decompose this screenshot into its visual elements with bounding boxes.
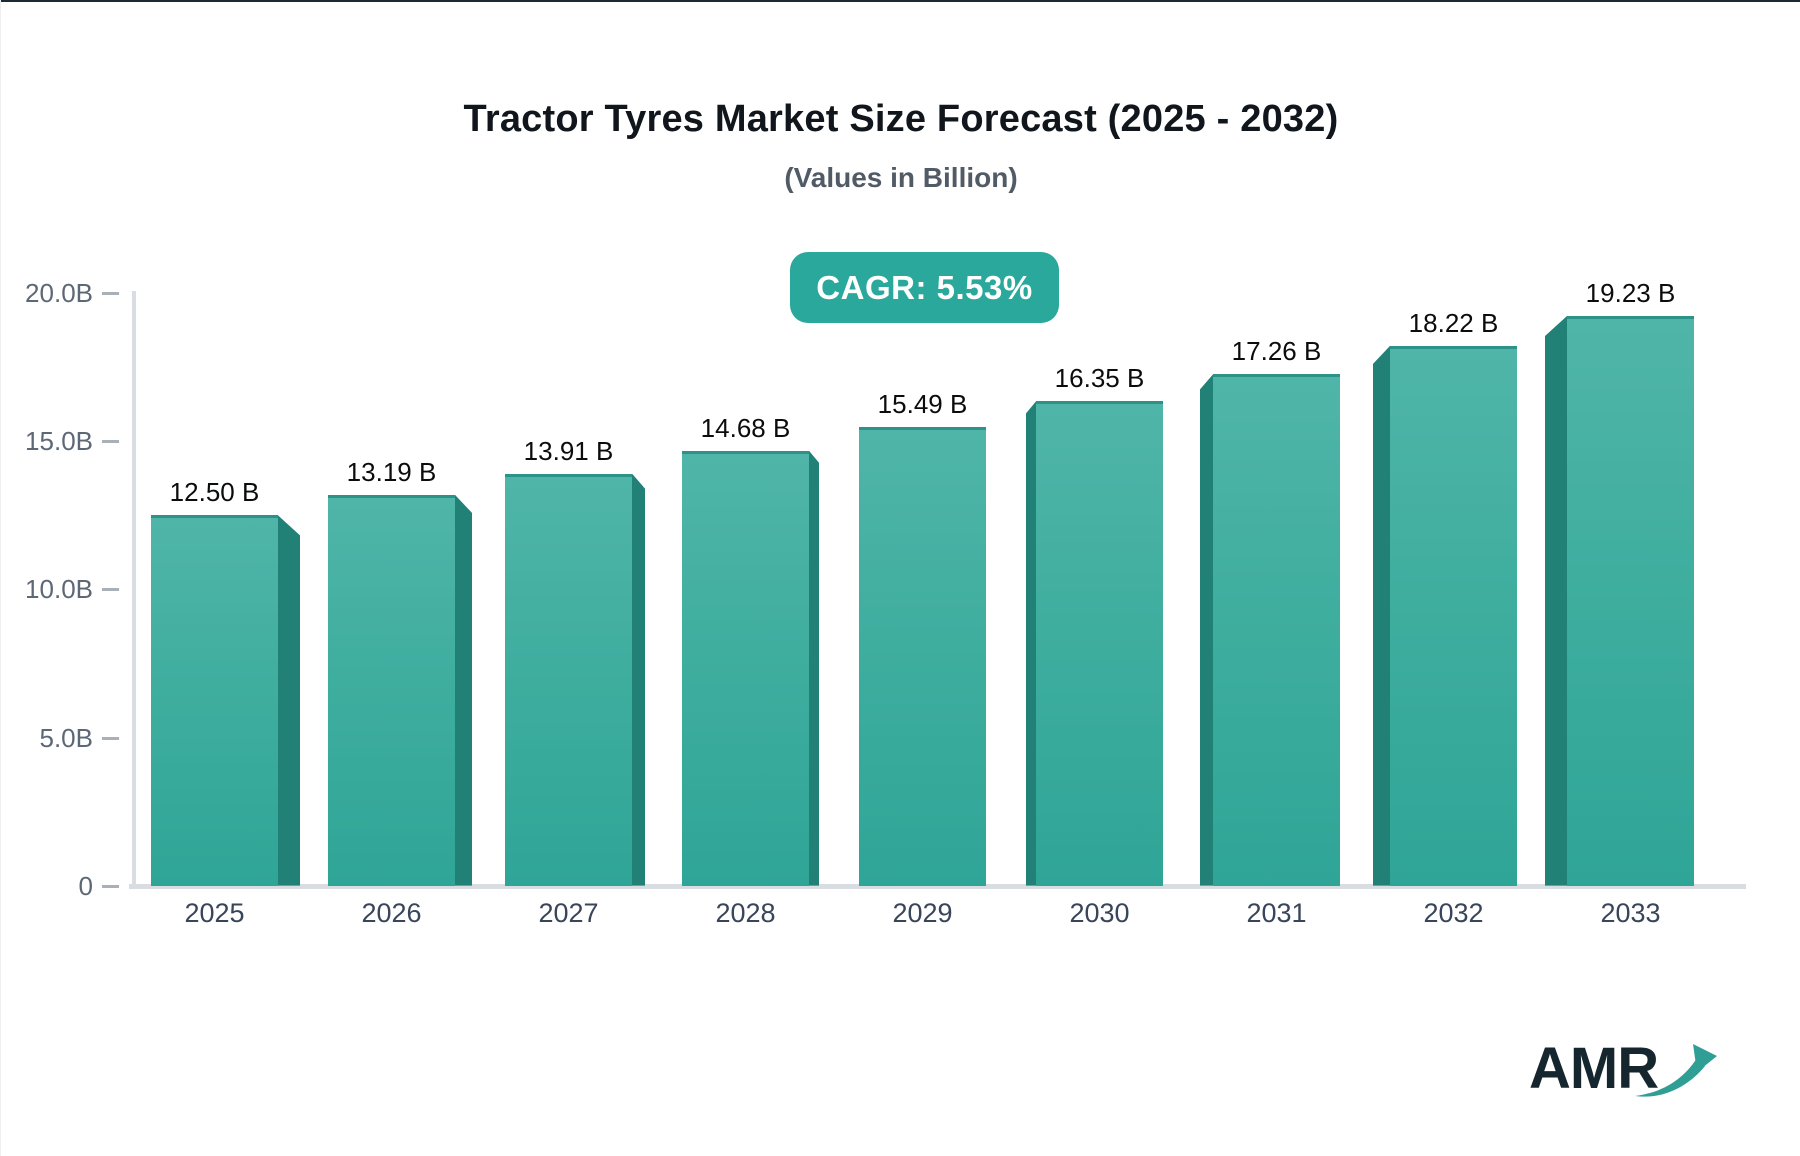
y-tick-label: 15.0B [25,426,93,457]
bar-face [328,494,455,886]
bar-value-label: 16.35 B [1054,363,1145,394]
bar-face [1213,374,1340,886]
y-tick-label: 0 [78,870,93,901]
bar-value-label: 12.50 B [169,477,260,508]
bar-2026 [328,494,472,886]
bar-side-face [455,494,472,886]
amr-logo: AMR [1529,1032,1729,1116]
y-tick-dash [102,292,119,296]
bar-2033 [1545,316,1694,886]
bar-face [151,515,278,886]
bar-side-face [1373,345,1390,886]
bar-value-label: 13.91 B [523,435,614,466]
growth-arrow-icon [1635,1044,1717,1097]
bar-side-face [632,473,645,886]
bar-2025 [151,515,300,886]
bar-side-face [1545,316,1567,886]
x-axis-line [129,884,1746,889]
x-axis-label-2026: 2026 [361,898,422,928]
bar-value-label: 13.19 B [346,456,437,487]
bar-face [1390,345,1517,886]
bar-value-label: 18.22 B [1408,307,1499,338]
bar-side-face [809,450,819,886]
bar-face [1567,316,1694,886]
y-tick-label: 10.0B [25,574,93,605]
bar-value-label: 19.23 B [1585,278,1676,308]
cagr-badge: CAGR: 5.53% [790,252,1059,323]
y-tick-dash [102,588,119,592]
bar-side-face [1026,401,1036,886]
x-axis-label-2031: 2031 [1246,898,1307,928]
x-axis-label-2025: 2025 [184,898,245,928]
bar-2030 [1026,401,1163,886]
bar-2027 [505,473,645,886]
x-axis-label-2029: 2029 [892,898,953,928]
bar-value-label: 15.49 B [877,388,968,419]
y-tick-label: 5.0B [39,722,94,753]
y-axis-line [132,291,136,886]
chart-title: Tractor Tyres Market Size Forecast (2025… [463,98,1339,140]
bar-side-face [278,515,300,886]
bar-face [1036,401,1163,886]
top-border [1,0,1800,2]
x-axis-label-2033: 2033 [1600,898,1661,928]
y-tick-dash [102,440,119,444]
bar-2028 [682,450,819,886]
x-axis-label-2030: 2030 [1069,898,1130,928]
y-tick-dash [102,736,119,740]
chart-subtitle: (Values in Billion) [784,162,1018,193]
bar-face [682,450,809,886]
bar-2029 [859,426,986,886]
bar-face [859,426,986,886]
bar-2032 [1373,345,1517,886]
x-axis-label-2032: 2032 [1423,898,1484,928]
bar-value-label: 14.68 B [700,412,791,443]
x-axis-label-2028: 2028 [715,898,776,928]
bar-2031 [1200,374,1340,886]
bar-side-face [1200,374,1213,886]
bar-value-label: 17.26 B [1231,336,1322,367]
bar-face [505,473,632,886]
y-tick-label: 20.0B [25,278,93,309]
x-axis-label-2027: 2027 [538,898,599,928]
y-tick-dash [102,884,119,888]
amr-logo-text: AMR [1529,1036,1659,1101]
